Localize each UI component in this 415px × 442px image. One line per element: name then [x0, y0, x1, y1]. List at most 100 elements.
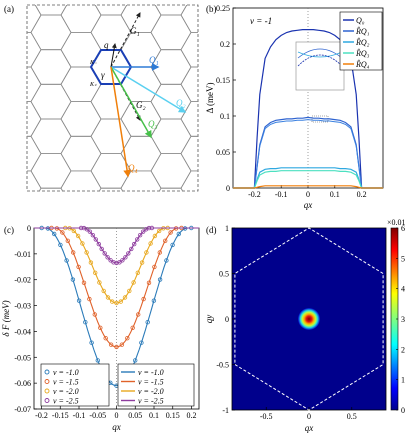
panel-c-xlabel: qx [112, 422, 121, 432]
panel-c-ylabel: δ F (meV) [1, 300, 11, 336]
panel-b-xtick-label: 0.2 [357, 190, 367, 199]
panel-b-ytick-label: 0.1 [220, 112, 230, 121]
panel-c-ytick-label: -0.04 [14, 327, 31, 336]
panel-c-xtick-label: -0.1 [73, 411, 86, 420]
panel-c-legend-entry: ν = -2.0 [53, 387, 79, 396]
panel-d-chart: -0.5 0 0.5 -1 -0.5 0 0.5 1 qx qy 0 1 2 3 4 5 6×0.01 [204, 218, 406, 433]
k-plus-label: K₊ [89, 82, 98, 88]
lattice-hexagon [180, 5, 198, 33]
panel-c-point [129, 246, 134, 252]
panel-c-point [70, 250, 76, 255]
panel-c-point [152, 264, 157, 270]
panel-c-point [65, 238, 70, 243]
panel-d-label: (d) [206, 225, 217, 235]
panel-c-legend-entry: ν = -2.0 [138, 387, 164, 396]
q3-label: Q₃ [148, 119, 158, 129]
panel-c-point [114, 344, 119, 350]
lattice-hexagon [27, 101, 42, 137]
lattice-hexagon [180, 101, 198, 137]
panel-c-point [132, 358, 138, 363]
panel-c-point [58, 242, 63, 248]
lattice-hexagon [150, 14, 192, 51]
q1-label: Q₁ [149, 55, 159, 65]
g1-label: G₁ [130, 26, 140, 36]
lattice-hexagon [150, 153, 192, 189]
panel-b-ytick-label: 0.15 [216, 76, 230, 85]
panel-c-point [102, 251, 107, 256]
lattice-hexagon [60, 135, 102, 172]
panel-c-point [135, 270, 140, 275]
lattice-hexagon [180, 135, 198, 172]
panel-c-point [146, 280, 152, 285]
panel-b-series-4 [233, 185, 383, 189]
panel-d-cbar-tick-label: 5 [401, 254, 405, 263]
panel-c-point [164, 258, 169, 263]
panel-c-point [105, 295, 111, 300]
q3-vector [110, 66, 152, 139]
panel-c-ytick-label: -0.05 [14, 353, 31, 362]
panel-b-xtick-label: 0 [306, 190, 310, 199]
panel-d-ytick-label: -1 [222, 406, 229, 415]
panel-c-legend-lines [117, 363, 195, 407]
panel-c-point [170, 242, 175, 248]
panel-c-point [109, 299, 115, 304]
panel-d-xlabel: qx [305, 423, 314, 433]
panel-c-point [64, 258, 69, 263]
panel-c-point [144, 250, 149, 255]
lattice-hexagon [180, 170, 198, 191]
panel-d-xtick-label: 0.5 [347, 412, 357, 421]
q2-vector [110, 66, 187, 113]
panel-c-point [99, 246, 104, 252]
q-vector [110, 43, 117, 68]
panel-b-ytick-label: 0.05 [216, 148, 230, 157]
panel-c-point [71, 228, 76, 234]
panel-b-xtick-label: -0.1 [275, 190, 288, 199]
lattice-hexagon [30, 49, 72, 85]
lattice-hexagon [180, 32, 198, 68]
panel-c-point [156, 228, 162, 234]
panel-c-point [114, 300, 119, 306]
panel-c-point [157, 250, 162, 255]
panel-c-legend-marker [44, 369, 50, 375]
panel-c-legend-entry: ν = -2.5 [53, 397, 79, 406]
panel-c-ytick-label: -0.01 [14, 250, 31, 259]
panel-d-cbar-tick-label: 2 [401, 345, 405, 354]
panel-d-ytick-label: 0 [225, 315, 229, 324]
lattice-hexagon [30, 14, 72, 51]
lattice-hexagon [27, 135, 42, 172]
panel-c-point [137, 232, 143, 238]
panel-b-series-3 [233, 170, 383, 189]
panel-c-point [96, 241, 101, 247]
panel-c-point [139, 260, 145, 265]
hex-lattice [27, 5, 198, 191]
panel-b-legend [339, 11, 383, 71]
lattice-hexagon [60, 170, 102, 191]
panel-c-point [125, 336, 130, 341]
q4-label: Q₄ [128, 163, 138, 173]
panel-c-point [87, 296, 92, 302]
panel-c-point [139, 340, 144, 345]
panel-a-frame [26, 4, 199, 192]
panel-c-series-0 [34, 227, 199, 387]
panel-c-point [78, 225, 84, 231]
lattice-hexagon [120, 170, 162, 191]
panel-d-bz-hexagon [234, 227, 384, 411]
panel-b-inset-curve [297, 48, 343, 59]
panel-b-legend-entry: R̂Q₂ [355, 37, 370, 47]
panel-c-chart: -0.2 -0.15 -0.1 -0.05 0 0.05 0.1 0.15 0.2-0.07-0… [1, 224, 200, 432]
panel-d-cbar-tick-label: 3 [401, 315, 405, 324]
gamma-label: γ [101, 70, 105, 80]
panel-c-point [76, 264, 81, 270]
panel-b-xtick-label: -0.2 [248, 190, 261, 199]
panel-c-xtick-label: 0.05 [128, 411, 142, 420]
lattice-hexagon [30, 153, 72, 189]
panel-c-point [111, 260, 116, 265]
panel-c-point [101, 288, 106, 294]
panel-c-legend-entry: ν = -1.5 [53, 378, 79, 387]
panel-c-point [117, 260, 122, 265]
panel-b-ylabel: Δ (meV) [205, 82, 215, 113]
panel-c-xtick-label: -0.15 [52, 411, 69, 420]
panel-c-point [148, 241, 153, 246]
lattice-hexagon [27, 170, 42, 191]
panel-b-ytick-label: 0.25 [216, 4, 230, 13]
